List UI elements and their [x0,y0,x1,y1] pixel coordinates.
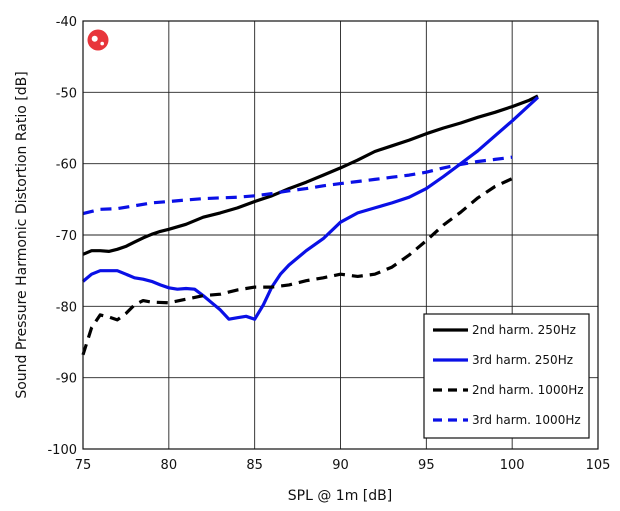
y-tick-label: -60 [56,158,77,173]
tick-labels: 75 80 85 90 95 100 105 -40 -50 -60 -70 -80 -90 -100 [47,15,610,473]
x-tick-label: 95 [418,458,435,473]
x-tick-label: 75 [75,458,92,473]
y-tick-label: -50 [56,86,77,101]
x-tick-label: 105 [586,458,611,473]
x-tick-label: 90 [332,458,349,473]
series-group [81,94,539,356]
legend-label-1: 2nd harm. 250Hz [472,323,576,337]
series-line-4 [82,155,513,216]
legend: 2nd harm. 250Hz 3rd harm. 250Hz 2nd harm. … [423,313,590,439]
x-tick-label: 85 [246,458,263,473]
y-tick-label: -70 [56,229,77,244]
series-line-1 [82,94,539,256]
brand-logo-icon [87,29,109,51]
series-line-2 [81,96,539,321]
x-tick-label: 100 [500,458,525,473]
plot-frame [82,20,599,450]
series-line-3 [81,177,513,356]
y-axis-label: Sound Pressure Harmonic Distortion Ratio… [14,71,30,398]
legend-label-2: 3rd harm. 250Hz [472,353,573,367]
x-tick-label: 80 [161,458,178,473]
legend-label-3: 2nd harm. 1000Hz [472,383,584,397]
y-tick-label: -90 [56,372,77,387]
legend-box [423,313,590,439]
y-tick-label: -80 [56,300,77,315]
x-axis-label: SPL @ 1m [dB] [288,488,392,504]
legend-label-4: 3rd harm. 1000Hz [472,413,581,427]
y-tick-label: -40 [56,15,77,30]
y-tick-label: -100 [47,443,77,458]
